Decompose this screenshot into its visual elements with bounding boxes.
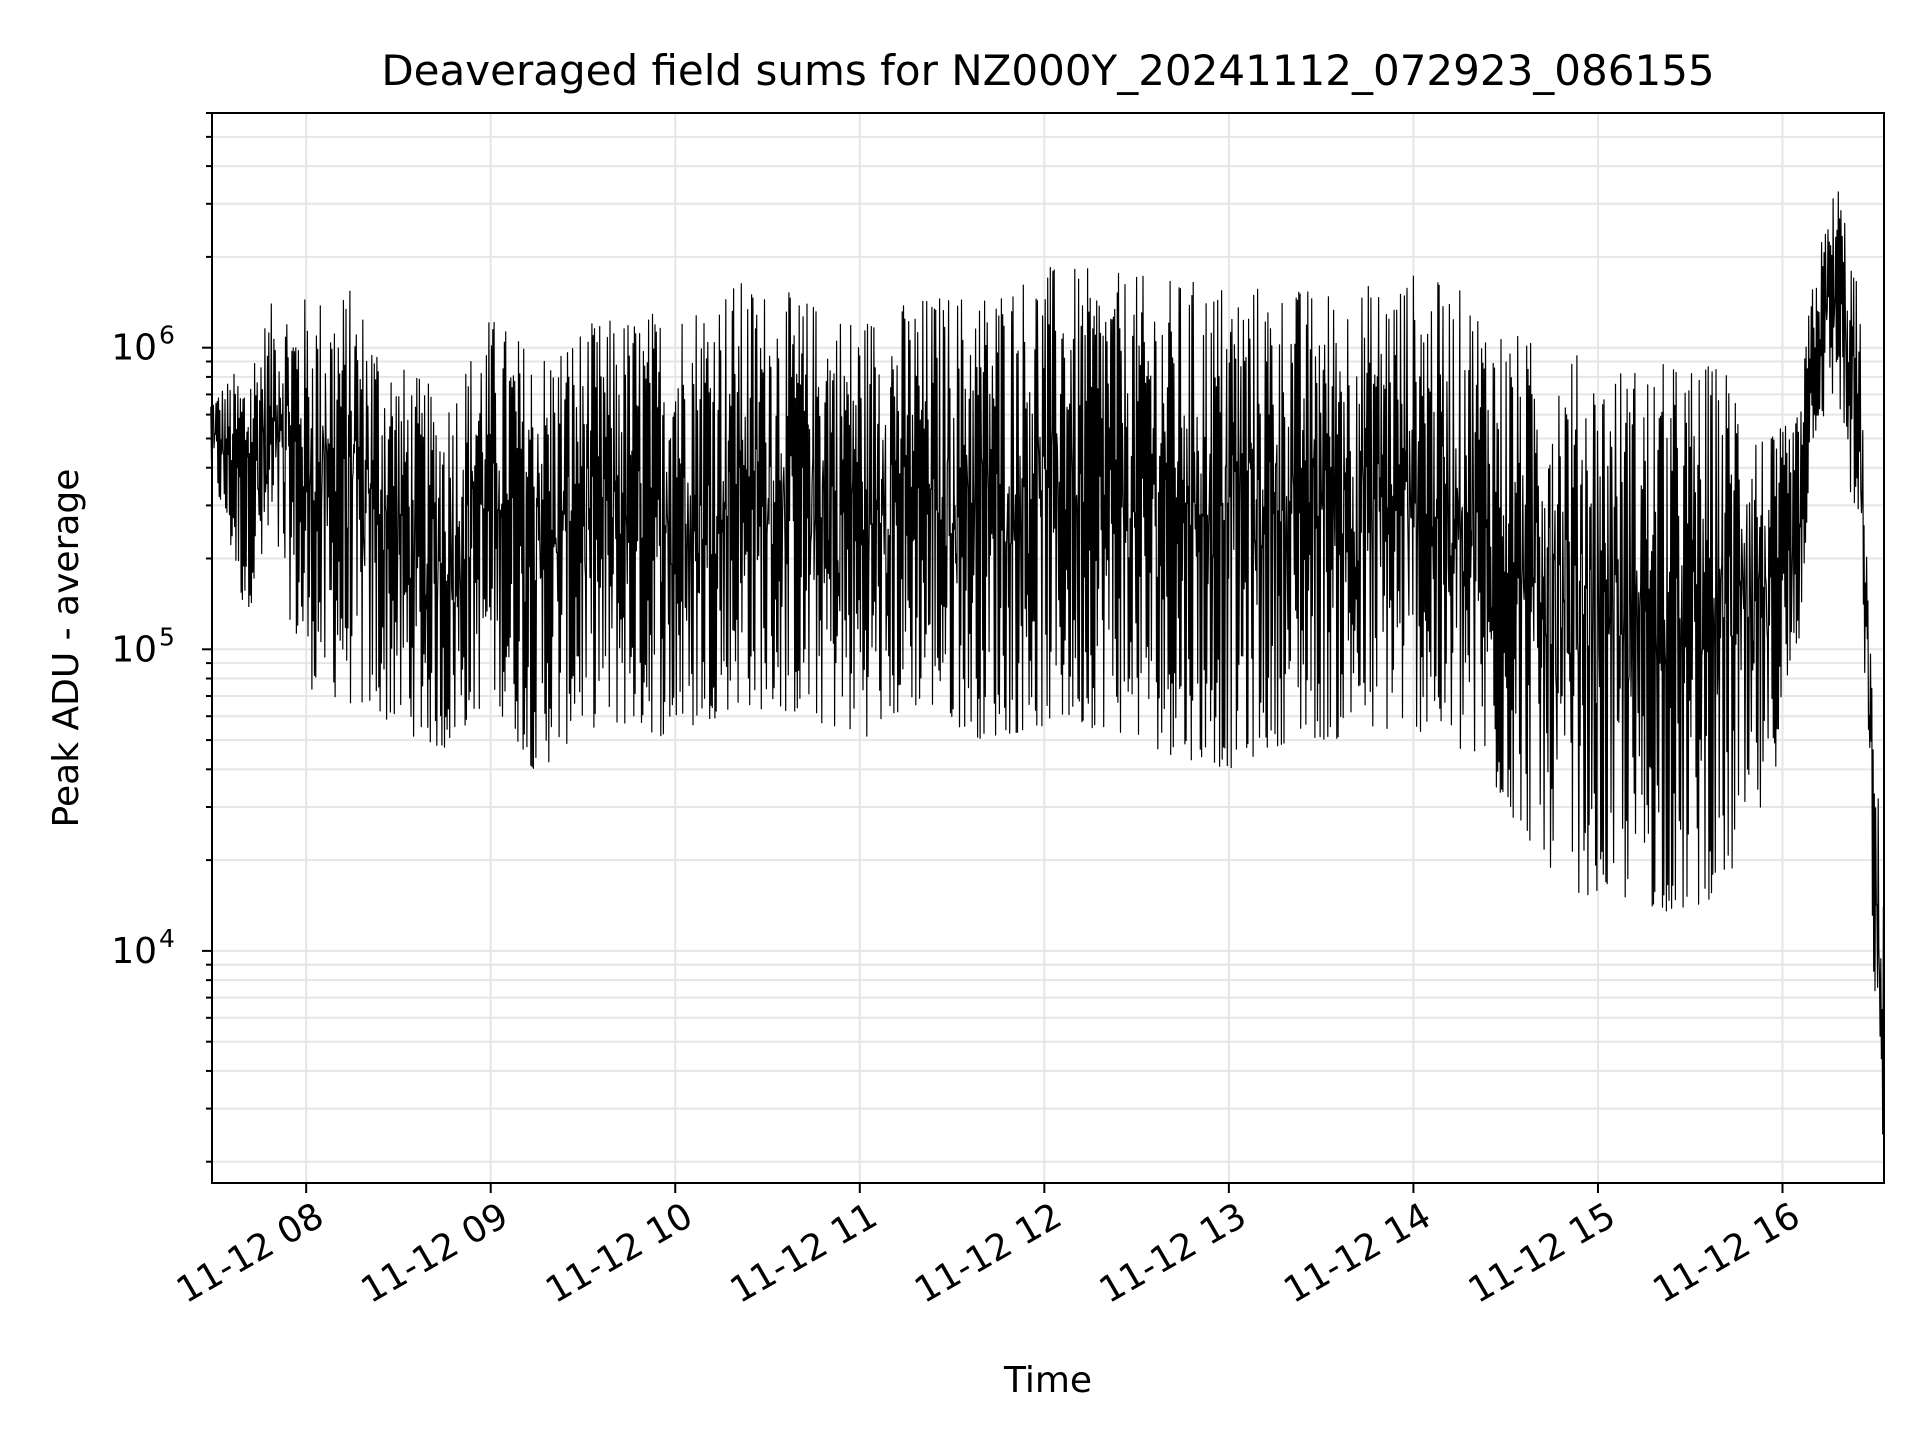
y-tick-exponent: 4 <box>159 924 175 953</box>
series-layer <box>210 191 1885 1135</box>
y-tick-label: 10 <box>111 328 157 369</box>
y-axis-label: Peak ADU - average <box>46 469 87 828</box>
chart-title: Deaveraged field sums for NZ000Y_2024111… <box>381 46 1714 95</box>
series-line <box>210 191 1885 1135</box>
plot-frame <box>211 112 1885 1184</box>
x-axis-label: Time <box>1003 1360 1092 1401</box>
y-tick-exponent: 6 <box>159 321 175 350</box>
y-tick-exponent: 5 <box>159 622 175 651</box>
y-tick-label: 10 <box>111 629 157 670</box>
y-tick-label: 10 <box>111 931 157 972</box>
